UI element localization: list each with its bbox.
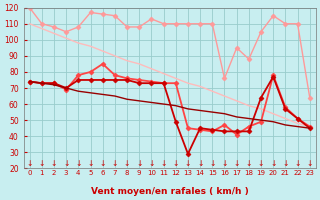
Text: ↓: ↓ <box>172 159 179 168</box>
Text: ↓: ↓ <box>87 159 94 168</box>
Text: ↓: ↓ <box>258 159 264 168</box>
X-axis label: Vent moyen/en rafales ( km/h ): Vent moyen/en rafales ( km/h ) <box>91 187 249 196</box>
Text: ↓: ↓ <box>27 159 33 168</box>
Text: ↓: ↓ <box>148 159 155 168</box>
Text: ↓: ↓ <box>197 159 203 168</box>
Text: ↓: ↓ <box>100 159 106 168</box>
Text: ↓: ↓ <box>246 159 252 168</box>
Text: ↓: ↓ <box>282 159 289 168</box>
Text: ↓: ↓ <box>160 159 167 168</box>
Text: ↓: ↓ <box>112 159 118 168</box>
Text: ↓: ↓ <box>136 159 142 168</box>
Text: ↓: ↓ <box>185 159 191 168</box>
Text: ↓: ↓ <box>234 159 240 168</box>
Text: ↓: ↓ <box>75 159 82 168</box>
Text: ↓: ↓ <box>51 159 57 168</box>
Text: ↓: ↓ <box>209 159 215 168</box>
Text: ↓: ↓ <box>39 159 45 168</box>
Text: ↓: ↓ <box>63 159 69 168</box>
Text: ↓: ↓ <box>124 159 130 168</box>
Text: ↓: ↓ <box>307 159 313 168</box>
Text: ↓: ↓ <box>270 159 276 168</box>
Text: ↓: ↓ <box>294 159 301 168</box>
Text: ↓: ↓ <box>221 159 228 168</box>
